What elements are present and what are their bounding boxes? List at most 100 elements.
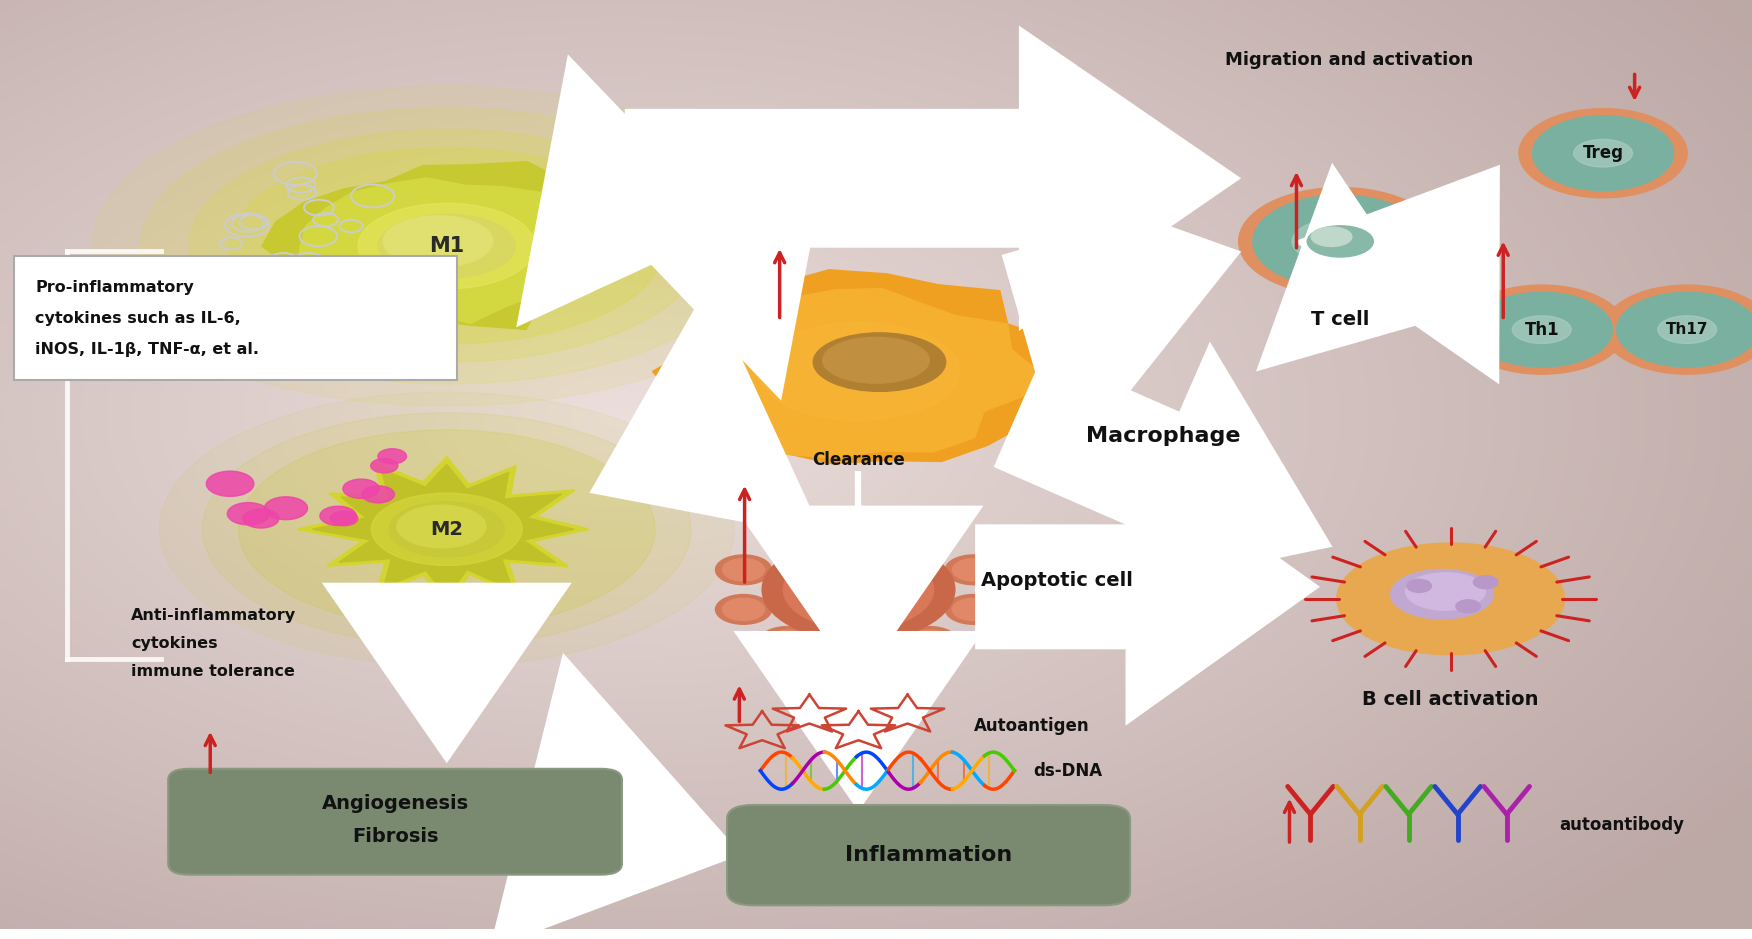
- Text: Angiogenesis: Angiogenesis: [322, 793, 468, 813]
- Text: Th17: Th17: [1666, 322, 1708, 337]
- Circle shape: [762, 539, 955, 640]
- Text: Apoptotic cell: Apoptotic cell: [981, 571, 1134, 590]
- Text: immune tolerance: immune tolerance: [131, 664, 296, 679]
- Circle shape: [759, 626, 815, 656]
- Text: Macrophage: Macrophage: [1086, 426, 1240, 446]
- Text: cytokines such as IL-6,: cytokines such as IL-6,: [35, 311, 240, 326]
- Ellipse shape: [238, 430, 655, 628]
- Circle shape: [363, 485, 394, 503]
- Circle shape: [1473, 576, 1498, 589]
- Ellipse shape: [378, 214, 515, 278]
- Circle shape: [1239, 188, 1442, 295]
- Text: Autoantigen: Autoantigen: [974, 717, 1090, 735]
- Circle shape: [759, 523, 815, 553]
- Polygon shape: [652, 269, 1063, 464]
- Ellipse shape: [1310, 227, 1353, 246]
- Text: Pro-inflammatory: Pro-inflammatory: [35, 281, 194, 296]
- Ellipse shape: [357, 204, 536, 289]
- Circle shape: [1533, 115, 1673, 191]
- Ellipse shape: [371, 493, 522, 565]
- Circle shape: [1253, 195, 1428, 287]
- Text: autoantibody: autoantibody: [1559, 815, 1684, 834]
- Text: Treg: Treg: [1582, 145, 1624, 162]
- Ellipse shape: [93, 86, 801, 406]
- Ellipse shape: [1405, 573, 1486, 610]
- Ellipse shape: [1291, 219, 1389, 264]
- Polygon shape: [298, 177, 606, 324]
- Circle shape: [715, 555, 771, 585]
- Circle shape: [909, 630, 951, 653]
- Circle shape: [207, 471, 254, 497]
- Circle shape: [321, 506, 356, 526]
- Text: M1: M1: [429, 236, 464, 256]
- Text: Migration and activation: Migration and activation: [1225, 52, 1473, 69]
- Circle shape: [830, 639, 887, 669]
- FancyBboxPatch shape: [168, 769, 622, 874]
- Text: B cell activation: B cell activation: [1363, 689, 1538, 709]
- Ellipse shape: [389, 501, 505, 557]
- Circle shape: [946, 555, 1002, 585]
- Ellipse shape: [398, 505, 485, 547]
- Circle shape: [902, 626, 958, 656]
- Circle shape: [946, 594, 1002, 624]
- Text: Clearance: Clearance: [813, 451, 904, 469]
- Circle shape: [371, 458, 398, 473]
- Ellipse shape: [757, 323, 960, 420]
- Ellipse shape: [1391, 570, 1493, 619]
- Circle shape: [343, 479, 380, 499]
- Ellipse shape: [1657, 316, 1717, 344]
- Ellipse shape: [813, 332, 946, 392]
- Circle shape: [228, 502, 270, 525]
- Circle shape: [1472, 292, 1612, 367]
- FancyBboxPatch shape: [727, 805, 1130, 905]
- Circle shape: [1603, 285, 1752, 374]
- Circle shape: [1617, 292, 1752, 367]
- Polygon shape: [298, 457, 589, 605]
- Polygon shape: [263, 162, 631, 330]
- Circle shape: [1407, 579, 1431, 593]
- Polygon shape: [312, 465, 575, 597]
- Circle shape: [783, 549, 934, 629]
- Text: ds-DNA: ds-DNA: [1034, 762, 1102, 779]
- Circle shape: [244, 509, 279, 528]
- Ellipse shape: [230, 148, 664, 344]
- Text: Anti-inflammatory: Anti-inflammatory: [131, 608, 296, 623]
- Ellipse shape: [189, 130, 704, 362]
- Circle shape: [265, 497, 308, 519]
- Circle shape: [953, 598, 995, 621]
- Text: M2: M2: [431, 520, 463, 539]
- FancyBboxPatch shape: [14, 256, 457, 379]
- Ellipse shape: [1512, 316, 1572, 344]
- Circle shape: [766, 630, 808, 653]
- Circle shape: [722, 598, 764, 621]
- Circle shape: [715, 594, 771, 624]
- Circle shape: [722, 559, 764, 581]
- Text: iNOS, IL-1β, TNF-α, et al.: iNOS, IL-1β, TNF-α, et al.: [35, 342, 259, 357]
- Circle shape: [1458, 285, 1626, 374]
- Circle shape: [837, 642, 880, 665]
- Text: T cell: T cell: [1310, 310, 1370, 330]
- Circle shape: [830, 511, 887, 541]
- Text: Inflammation: Inflammation: [844, 845, 1013, 865]
- Circle shape: [331, 511, 357, 526]
- Circle shape: [808, 563, 909, 616]
- Text: Th1: Th1: [1524, 320, 1559, 339]
- Ellipse shape: [384, 216, 492, 267]
- Ellipse shape: [1307, 225, 1374, 257]
- Circle shape: [837, 515, 880, 537]
- Circle shape: [766, 527, 808, 549]
- Ellipse shape: [823, 337, 929, 383]
- Ellipse shape: [140, 108, 753, 384]
- Text: cytokines: cytokines: [131, 636, 217, 651]
- Circle shape: [1456, 600, 1480, 613]
- Polygon shape: [685, 288, 1039, 458]
- Circle shape: [1519, 109, 1687, 198]
- Circle shape: [902, 523, 958, 553]
- Circle shape: [909, 527, 951, 549]
- Ellipse shape: [1337, 543, 1565, 654]
- Circle shape: [378, 449, 406, 464]
- Circle shape: [953, 559, 995, 581]
- Ellipse shape: [159, 393, 734, 667]
- Text: Fibrosis: Fibrosis: [352, 827, 438, 846]
- Ellipse shape: [1573, 139, 1633, 167]
